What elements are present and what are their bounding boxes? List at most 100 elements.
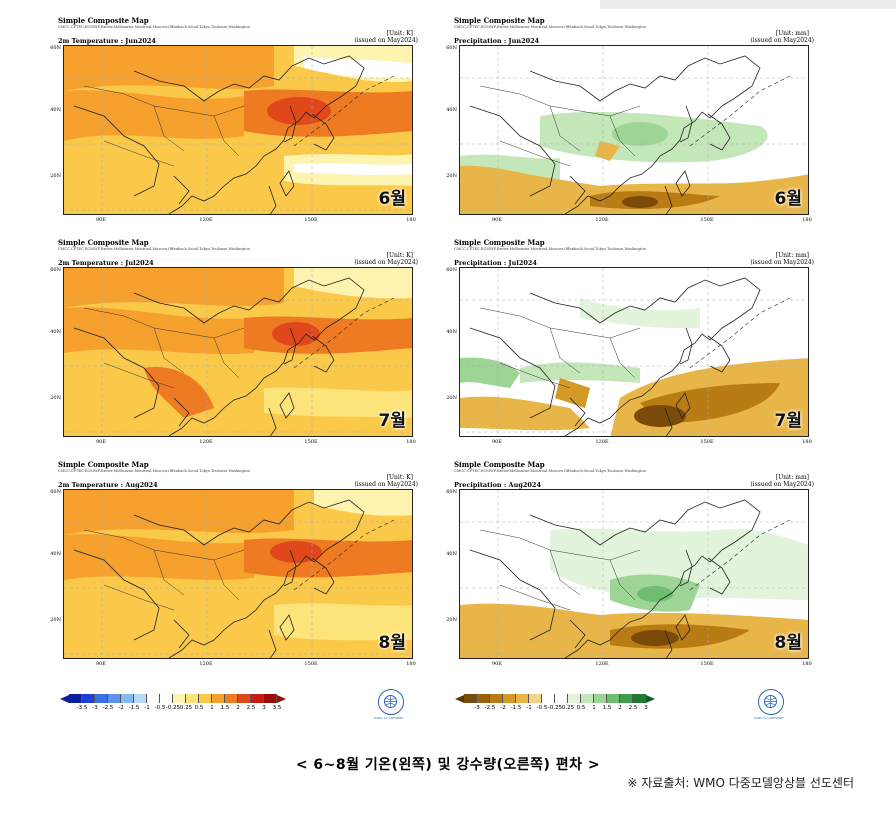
- colorbar-segment: [516, 694, 529, 703]
- map-grid: [64, 46, 412, 214]
- panel-variable: Precipitation : Jul2024: [454, 259, 537, 267]
- panel-variable: Precipitation : Jun2024: [454, 37, 540, 45]
- country-borders: [83, 85, 245, 167]
- panel-issued: (issued on May2024): [354, 481, 418, 488]
- wmo-logo-caption: WMO LC-LRFMME: [754, 716, 784, 720]
- latitude-label: 60N: [446, 267, 457, 273]
- colorbar-left-arrow: [455, 694, 464, 703]
- coastline: [469, 277, 761, 436]
- precipitation-colorbar-bar: [455, 694, 655, 703]
- colorbar-tick-label: 0.5: [576, 705, 586, 711]
- colorbar-tick-label: -1: [144, 705, 150, 711]
- colorbar-segments: [464, 694, 646, 703]
- precipitation-panel: Simple Composite Map CMCC,CPTEC,ECMWF,Exe…: [446, 238, 814, 453]
- colorbar-segment: [490, 694, 503, 703]
- figure-caption: < 6~8월 기온(왼쪽) 및 강수량(오른쪽) 편차 >: [295, 757, 601, 773]
- longitude-label: 180: [406, 661, 416, 667]
- anomaly-field: [64, 490, 412, 658]
- colorbar-segment: [212, 694, 225, 703]
- colorbar-tick-label: -3.5: [76, 705, 88, 711]
- colorbar-right-arrow: [277, 694, 286, 703]
- month-label: 6월: [378, 189, 406, 209]
- colorbar-tick-label: -1.5: [128, 705, 140, 711]
- colorbar-segment: [108, 694, 121, 703]
- longitude-label: 120E: [595, 439, 609, 445]
- month-label: 7월: [378, 411, 406, 431]
- month-label: 8월: [774, 633, 802, 653]
- month-label: 7월: [774, 411, 802, 431]
- latitude-label: 60N: [50, 489, 61, 495]
- latitude-label: 40N: [50, 107, 61, 113]
- colorbar-tick-label: -2: [118, 705, 124, 711]
- longitude-label: 120E: [595, 217, 609, 223]
- longitude-label: 150E: [700, 439, 714, 445]
- coastline: [469, 55, 761, 214]
- panel-unit: [Unit: K]: [386, 30, 413, 37]
- wmo-logo-icon: [758, 689, 784, 715]
- colorbar-tick-label: -2.5: [102, 705, 114, 711]
- panel-title: Simple Composite Map: [454, 238, 545, 247]
- precipitation-panel: Simple Composite Map CMCC,CPTEC,ECMWF,Exe…: [446, 460, 814, 675]
- colorbar-segment: [529, 694, 542, 703]
- colorbar-segment: [186, 694, 199, 703]
- longitude-label: 150E: [700, 661, 714, 667]
- panel-variable: 2m Temperature : Jun2024: [58, 37, 156, 45]
- longitude-label: 150E: [700, 217, 714, 223]
- precipitation-colorbar: -3 -2.5 -2 -1.5 -1 -0.5 -0.25 0.25 0.5 1 1.5 2 2.5 3: [455, 694, 655, 724]
- colorbar-tick-label: 2: [618, 705, 622, 711]
- colorbar-segment: [199, 694, 212, 703]
- panel-variable: 2m Temperature : Aug2024: [58, 481, 158, 489]
- panel-unit: [Unit: mm]: [775, 474, 809, 481]
- coastline: [73, 55, 365, 214]
- latitude-label: 60N: [446, 45, 457, 51]
- panel-centers: CMCC,CPTEC,ECMWF,Exeter,Melbourne,Montre…: [454, 247, 646, 251]
- panel-issued: (issued on May2024): [750, 37, 814, 44]
- data-source-note: ※ 자료출처: WMO 다중모델앙상블 선도센터: [627, 776, 854, 790]
- colorbar-segment: [173, 694, 186, 703]
- colorbar-tick-label: -1.5: [510, 705, 522, 711]
- longitude-label: 120E: [199, 217, 213, 223]
- anomaly-field: [460, 490, 808, 658]
- map-grid: [460, 490, 808, 658]
- panel-centers: CMCC,CPTEC,ECMWF,Exeter,Melbourne,Montre…: [58, 25, 250, 29]
- coastline: [73, 499, 365, 658]
- colorbar-tick-label: 1: [210, 705, 214, 711]
- colorbar-tick-label: 3: [644, 705, 648, 711]
- temperature-colorbar-ticks: -3.5 -3 -2.5 -2 -1.5 -1 -0.5 -0.25 0.25 0.5 1 1.5 2 2…: [60, 705, 286, 715]
- colorbar-segment: [542, 694, 555, 703]
- disputed-line: [293, 75, 395, 147]
- anomaly-map: [459, 45, 809, 215]
- coastline: [73, 277, 365, 436]
- latitude-label: 20N: [446, 617, 457, 623]
- panel-variable: 2m Temperature : Jul2024: [58, 259, 154, 267]
- longitude-label: 180: [406, 217, 416, 223]
- colorbar-tick-label: 3.5: [272, 705, 282, 711]
- temperature-colorbar: -3.5 -3 -2.5 -2 -1.5 -1 -0.5 -0.25 0.25 0.5 1 1.5 2 2…: [60, 694, 286, 724]
- longitude-label: 180: [802, 439, 812, 445]
- latitude-label: 60N: [446, 489, 457, 495]
- longitude-label: 180: [802, 661, 812, 667]
- longitude-label: 150E: [304, 217, 318, 223]
- colorbar-segment: [82, 694, 95, 703]
- anomaly-map: [459, 267, 809, 437]
- colorbar-tick-label: 2: [236, 705, 240, 711]
- country-borders: [479, 85, 641, 167]
- colorbar-tick-label: 1.5: [602, 705, 612, 711]
- latitude-label: 20N: [446, 173, 457, 179]
- colorbar-tick-label: -0.5: [154, 705, 166, 711]
- map-grid: [64, 490, 412, 658]
- wmo-logo-icon: [378, 689, 404, 715]
- panel-issued: (issued on May2024): [750, 259, 814, 266]
- panel-centers: CMCC,CPTEC,ECMWF,Exeter,Melbourne,Montre…: [454, 25, 646, 29]
- anomaly-field: [64, 46, 412, 214]
- colorbar-tick-label: -1: [526, 705, 532, 711]
- panel-centers: CMCC,CPTEC,ECMWF,Exeter,Melbourne,Montre…: [58, 469, 250, 473]
- disputed-line: [689, 75, 791, 147]
- colorbar-tick-label: -0.5: [536, 705, 548, 711]
- colorbar-segment: [464, 694, 477, 703]
- anomaly-field: [460, 46, 808, 214]
- latitude-label: 40N: [446, 551, 457, 557]
- longitude-label: 180: [406, 439, 416, 445]
- longitude-label: 90E: [491, 439, 503, 445]
- colorbar-segment: [264, 694, 277, 703]
